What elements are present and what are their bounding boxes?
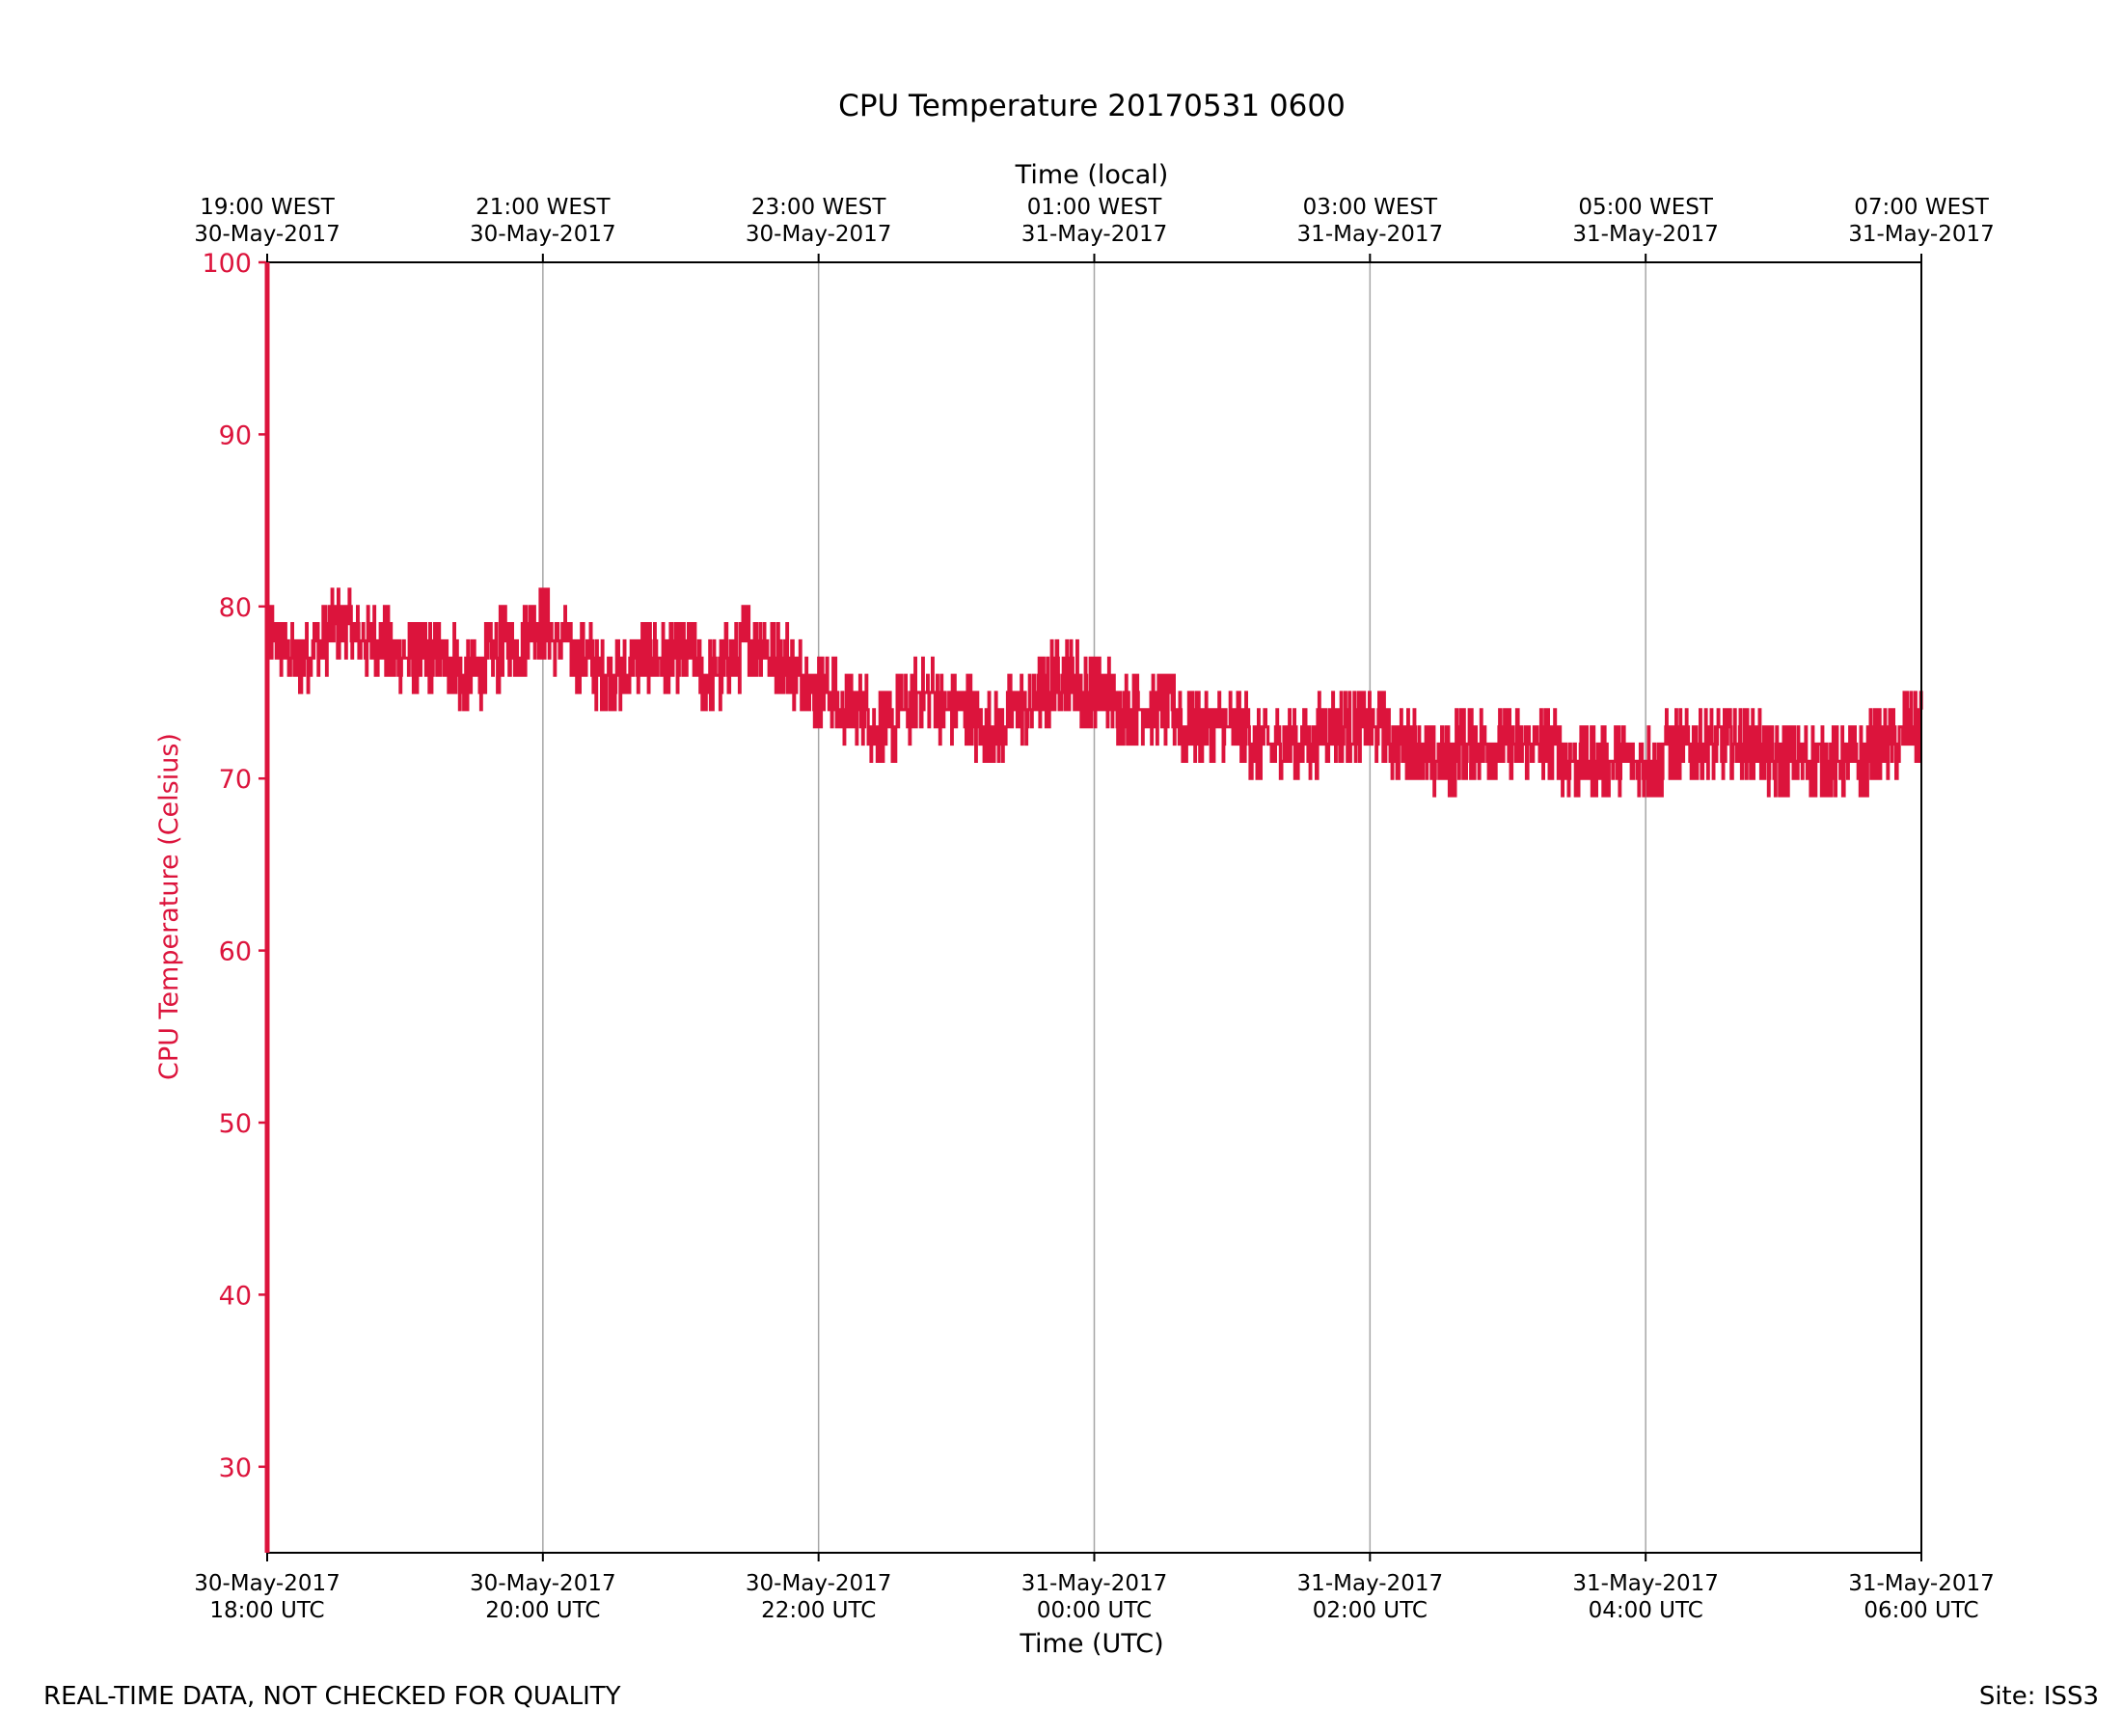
x-axis-top-label: Time (local) [1015,160,1169,190]
x-tick-label-time: 02:00 UTC [1313,1598,1428,1623]
x-top-tick-label-date: 30-May-2017 [746,222,892,247]
y-tick-label: 30 [219,1453,252,1483]
site-label: Site: ISS3 [1978,1682,2099,1711]
cpu-temperature-series [266,587,1923,798]
x-tick-label-date: 30-May-2017 [470,1571,616,1596]
x-axis-label: Time (UTC) [1019,1629,1163,1659]
y-tick-label: 70 [219,765,252,795]
y-tick-label: 90 [219,420,252,450]
x-top-tick-label-date: 31-May-2017 [1297,222,1444,247]
x-top-tick-label-time: 23:00 WEST [751,195,886,220]
x-top-tick-label-time: 03:00 WEST [1303,195,1438,220]
x-tick-label-time: 22:00 UTC [761,1598,876,1623]
y-axis-label: CPU Temperature (Celsius) [154,733,184,1080]
x-top-tick-label-time: 21:00 WEST [476,195,611,220]
x-tick-label-date: 31-May-2017 [1848,1571,1995,1596]
y-tick-label: 40 [219,1281,252,1311]
x-top-tick-label-time: 07:00 WEST [1854,195,1989,220]
series-layer [266,587,1923,798]
x-top-tick-label-date: 30-May-2017 [194,222,340,247]
x-tick-label-time: 04:00 UTC [1589,1598,1703,1623]
x-tick-label-time: 06:00 UTC [1864,1598,1978,1623]
data-quality-notice: REAL-TIME DATA, NOT CHECKED FOR QUALITY [43,1682,621,1711]
x-tick-label-date: 30-May-2017 [746,1571,892,1596]
x-top-tick-label-time: 19:00 WEST [200,195,335,220]
x-tick-label-time: 18:00 UTC [209,1598,324,1623]
x-top-tick-label-date: 30-May-2017 [470,222,616,247]
y-tick-label: 50 [219,1109,252,1139]
x-top-tick-label-date: 31-May-2017 [1848,222,1995,247]
y-tick-label: 80 [219,593,252,623]
x-top-tick-label-date: 31-May-2017 [1021,222,1168,247]
y-axis-ticks: 30 40 50 60 70 80 90 100 [202,249,267,1483]
y-tick-label: 60 [219,937,252,967]
x-tick-label-time: 00:00 UTC [1037,1598,1152,1623]
chart-title: CPU Temperature 20170531 0600 [838,89,1346,123]
x-tick-label-date: 31-May-2017 [1297,1571,1444,1596]
gridlines [542,262,1646,1553]
x-tick-label-date: 30-May-2017 [194,1571,340,1596]
x-top-tick-label-date: 31-May-2017 [1572,222,1719,247]
x-tick-label-date: 31-May-2017 [1572,1571,1719,1596]
y-tick-label: 100 [202,249,252,279]
x-top-tick-label-time: 05:00 WEST [1578,195,1713,220]
x-tick-label-time: 20:00 UTC [485,1598,600,1623]
x-top-tick-label-time: 01:00 WEST [1027,195,1162,220]
x-tick-label-date: 31-May-2017 [1021,1571,1168,1596]
